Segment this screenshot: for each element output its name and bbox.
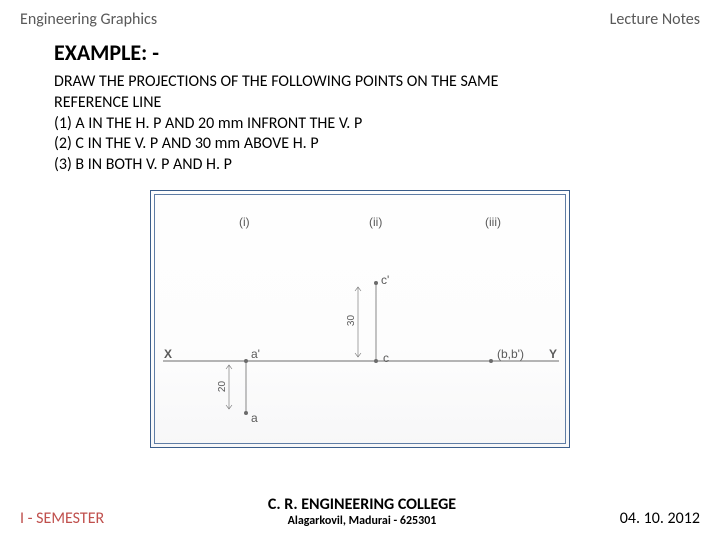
projection-figure: (i) (ii) (iii) X Y a' a c' c (b,b') 20 3… (150, 190, 570, 448)
figure-svg (151, 191, 571, 449)
footer-college-block: C. R. ENGINEERING COLLEGE Alagarkovil, M… (268, 495, 456, 528)
label-c-prime: c' (381, 273, 389, 287)
point-c-prime (374, 281, 378, 285)
body-line-2: REFERENCE LINE (54, 93, 680, 114)
col-label-iii: (iii) (485, 215, 501, 229)
label-c: c (383, 351, 389, 365)
axis-label-y: Y (549, 347, 557, 361)
body-text: DRAW THE PROJECTIONS OF THE FOLLOWING PO… (0, 72, 720, 176)
body-item-3: (3) B IN BOTH V. P AND H. P (54, 155, 680, 176)
page-header: Engineering Graphics Lecture Notes (0, 0, 720, 35)
example-heading: EXAMPLE: - (0, 35, 720, 72)
body-item-2: (2) C IN THE V. P AND 30 mm ABOVE H. P (54, 134, 680, 155)
footer-college-name: C. R. ENGINEERING COLLEGE (268, 495, 456, 514)
page-footer: I - SEMESTER C. R. ENGINEERING COLLEGE A… (20, 495, 700, 528)
body-item-1: (1) A IN THE H. P AND 20 mm INFRONT THE … (54, 114, 680, 135)
point-c (374, 359, 378, 363)
header-right: Lecture Notes (610, 10, 700, 29)
label-b: (b,b') (497, 347, 524, 361)
point-a (244, 411, 248, 415)
footer-college-address: Alagarkovil, Madurai - 625301 (268, 514, 456, 528)
footer-date: 04. 10. 2012 (620, 509, 700, 528)
axis-label-x: X (164, 347, 172, 361)
footer-semester: I - SEMESTER (20, 509, 104, 528)
point-a-prime (244, 359, 248, 363)
col-label-i: (i) (239, 215, 250, 229)
header-left: Engineering Graphics (20, 10, 157, 29)
dim-label-30: 30 (346, 315, 357, 326)
label-a-prime: a' (251, 347, 260, 361)
label-a: a (251, 411, 258, 425)
body-line-1: DRAW THE PROJECTIONS OF THE FOLLOWING PO… (54, 72, 680, 93)
dim-label-20: 20 (217, 381, 228, 392)
point-b (489, 359, 493, 363)
col-label-ii: (ii) (369, 215, 382, 229)
figure-container: (i) (ii) (iii) X Y a' a c' c (b,b') 20 3… (0, 190, 720, 448)
